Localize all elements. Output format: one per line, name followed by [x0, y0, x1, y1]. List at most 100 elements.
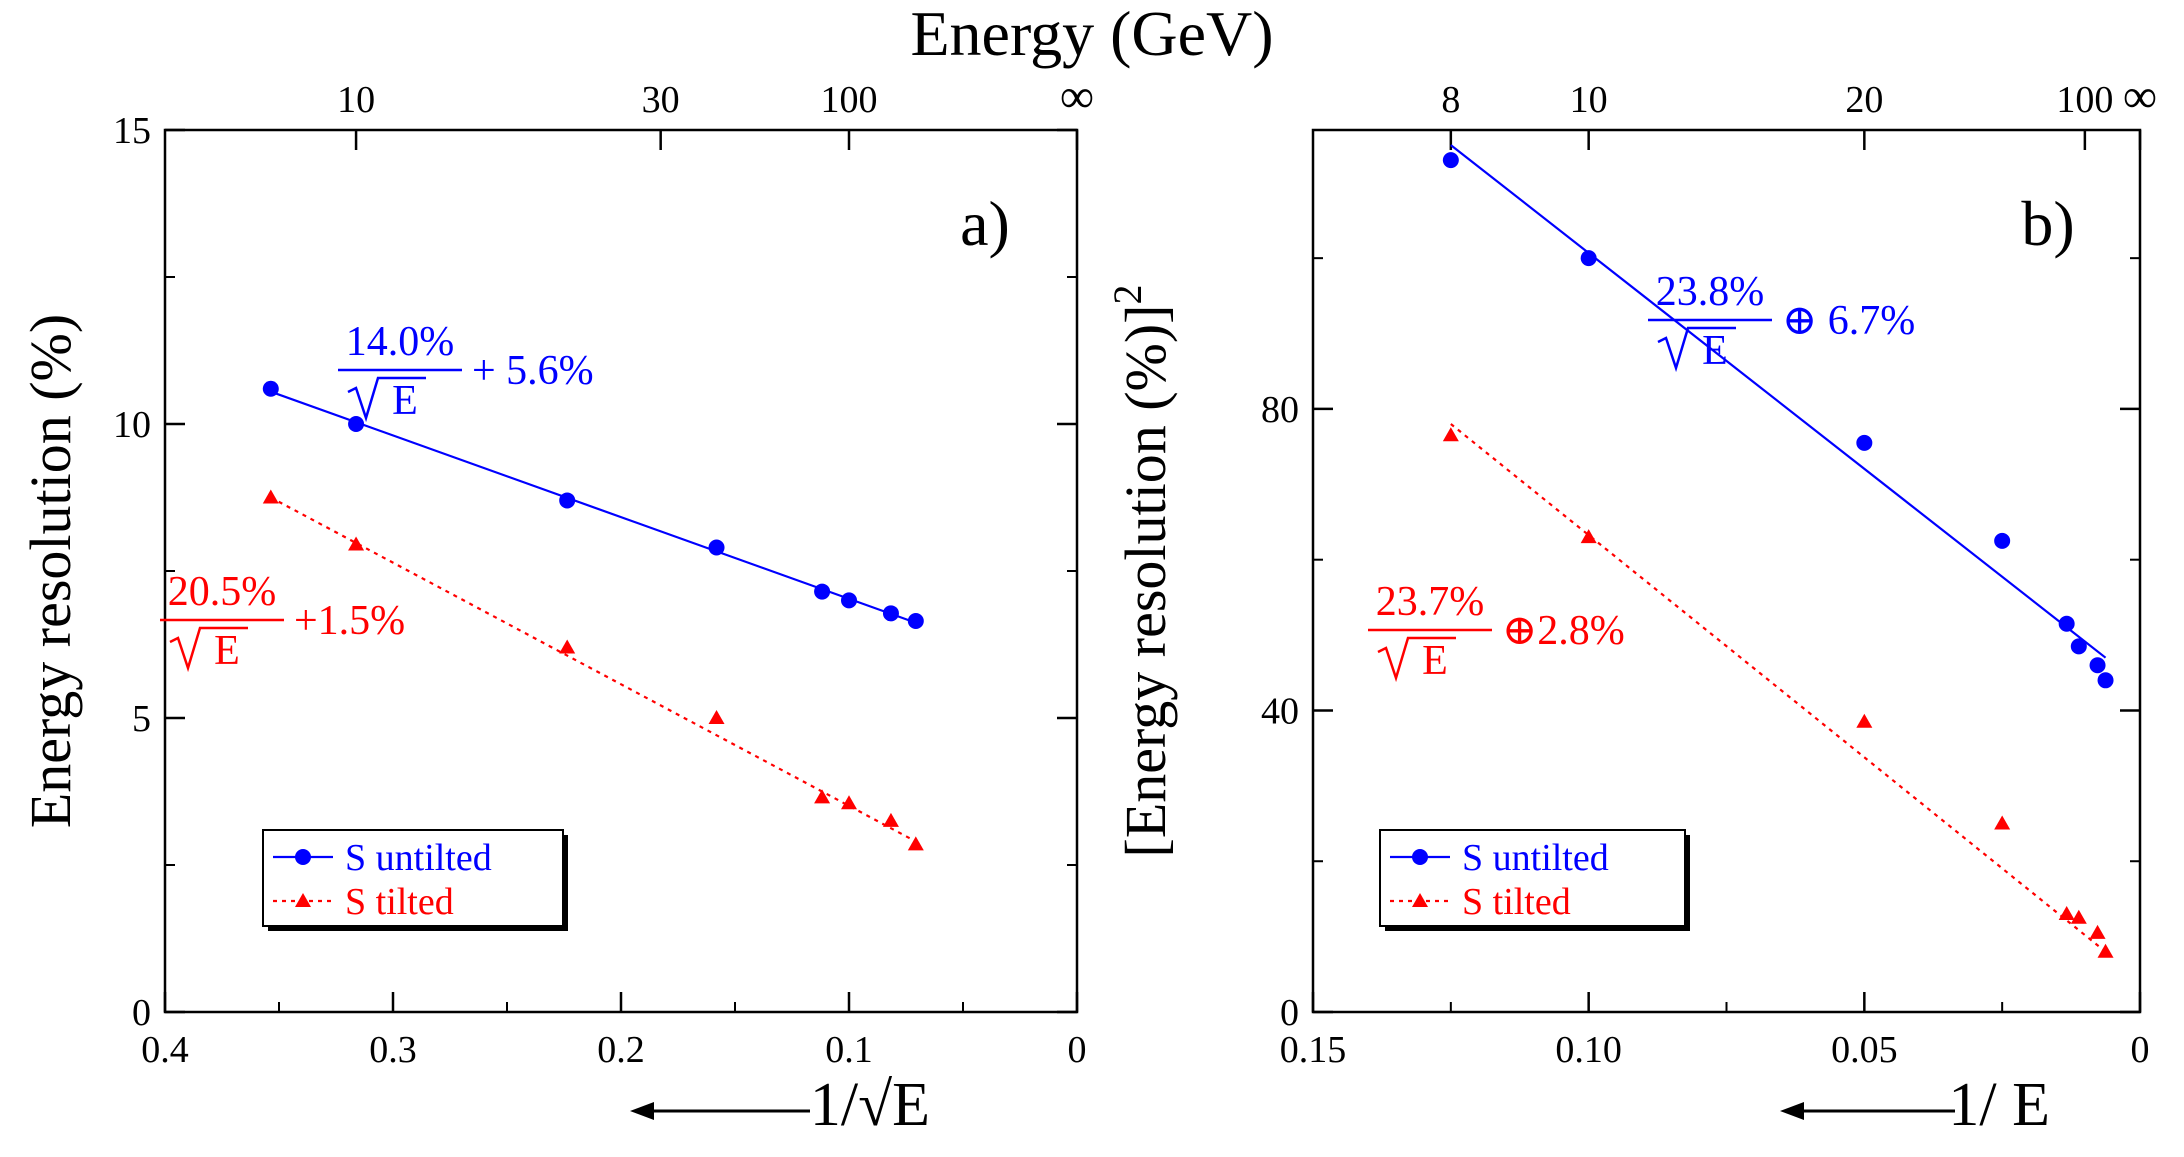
y-tick-label: 0 [1280, 992, 1299, 1034]
x-tick-label: 0.3 [369, 1029, 417, 1071]
legend-entry-label: S tilted [1462, 881, 1571, 923]
annotation-numerator: 23.7% [1376, 579, 1485, 625]
data-point-triangle [559, 639, 576, 654]
y-axis-label-text: Energy resolution (%) [18, 314, 83, 828]
annotation-denominator: E [1702, 328, 1728, 374]
data-point-circle [2089, 657, 2106, 674]
x-tick-label: 0.4 [141, 1029, 189, 1071]
data-point-triangle [2097, 943, 2114, 958]
fit-line [1450, 144, 2107, 659]
fit-annotation: 23.7% E ⊕2.8% [1368, 579, 1625, 684]
annotation-denominator: E [392, 378, 418, 424]
data-point-circle [2097, 672, 2114, 689]
x-tick-label: 0.10 [1555, 1029, 1622, 1071]
data-point-circle [348, 416, 365, 432]
x-tick-label: 0.05 [1831, 1029, 1898, 1071]
legend-box [1379, 829, 1686, 927]
panel-b-chart: 0.15 0.10 0.05 0 8 10 20 100 ∞ 0 40 80 [Energy resol… [1105, 70, 2157, 1139]
top-energy-tick-label: 10 [337, 79, 375, 121]
series-tilted [262, 489, 924, 851]
annotation-suffix: + 5.6% [472, 348, 594, 394]
data-point-circle [2058, 615, 2075, 632]
data-point-triangle [1442, 427, 1459, 442]
data-point-circle [1856, 434, 1873, 451]
y-tick-label: 15 [113, 110, 151, 152]
x-tick-label: 0.15 [1280, 1029, 1347, 1071]
data-point-circle [1580, 250, 1597, 267]
legend-entry-label: S untilted [1462, 837, 1609, 879]
y-axis-label-superscript: 2 [1105, 285, 1150, 305]
fit-line [270, 390, 917, 624]
top-energy-tick-label: 100 [821, 79, 878, 121]
x-tick-label: 0.1 [825, 1029, 873, 1071]
sqrt-symbol-icon [169, 626, 248, 673]
annotation-suffix: ⊕2.8% [1502, 608, 1625, 654]
data-point-triangle [841, 795, 857, 810]
x-axis-arrow-head [630, 1102, 654, 1120]
sqrt-symbol-icon [1377, 636, 1456, 683]
data-point-circle [814, 583, 831, 600]
data-point-circle [1442, 152, 1459, 169]
panel-label: b) [2021, 188, 2074, 259]
top-energy-tick-label: 10 [1570, 79, 1608, 121]
data-point-circle [262, 380, 279, 397]
sqrt-symbol-icon [1657, 326, 1736, 373]
panel-a-chart: 0.4 0.3 0.2 0.1 0 10 30 100 ∞ 0 5 10 15 Energy resolu… [18, 70, 1094, 1139]
fit-line [270, 496, 917, 843]
data-point-circle [907, 612, 924, 629]
x-tick-label: 0.2 [597, 1029, 645, 1071]
data-point-triangle [2089, 924, 2106, 939]
data-point-triangle [2058, 906, 2075, 920]
figure-title: Energy (GeV) [910, 0, 1273, 69]
legend-marker-triangle [295, 893, 311, 907]
legend-marker-triangle [1412, 893, 1428, 907]
legend-marker-circle [1412, 849, 1428, 865]
series-untilted [1442, 144, 2114, 689]
data-point-triangle [1994, 815, 2011, 830]
legend-entry-label: S untilted [345, 837, 492, 879]
top-energy-tick-label: ∞ [1060, 70, 1094, 123]
top-energy-tick-label: ∞ [2123, 70, 2157, 123]
y-axis-label: Energy resolution (%) [18, 314, 83, 828]
annotation-suffix: ⊕ 6.7% [1782, 298, 1915, 344]
fit-annotation: 14.0% E + 5.6% [338, 319, 594, 424]
fit-annotation: 20.5% E +1.5% [160, 569, 405, 674]
y-axis-label-text: [Energy resolution (%)] [1113, 305, 1178, 858]
x-axis-label: 1/ E [1948, 1071, 2050, 1139]
data-point-circle [559, 492, 576, 509]
legend-box [262, 829, 564, 927]
x-axis-label: 1/√E [810, 1071, 930, 1139]
data-point-triangle [882, 812, 899, 827]
data-point-triangle [262, 489, 279, 504]
data-point-triangle [348, 536, 365, 551]
data-point-triangle [2070, 909, 2087, 924]
top-energy-tick-label: 8 [1441, 79, 1460, 121]
top-energy-tick-label: 30 [642, 79, 680, 121]
annotation-suffix: +1.5% [294, 598, 405, 644]
data-point-triangle [708, 710, 725, 724]
data-point-circle [882, 605, 899, 622]
panel-label: a) [960, 188, 1010, 259]
legend-marker-circle [295, 849, 311, 865]
data-point-circle [1994, 532, 2011, 549]
y-tick-label: 0 [132, 992, 151, 1034]
data-point-circle [841, 592, 857, 609]
data-point-triangle [1856, 713, 1873, 728]
annotation-denominator: E [1422, 638, 1448, 684]
y-tick-label: 80 [1261, 389, 1299, 431]
annotation-denominator: E [214, 628, 240, 674]
x-tick-label: 0 [2131, 1029, 2150, 1071]
y-tick-label: 10 [113, 404, 151, 446]
y-axis-label: [Energy resolution (%)]2 [1105, 285, 1178, 858]
top-energy-tick-label: 20 [1845, 79, 1883, 121]
fit-annotation: 23.8% E ⊕ 6.7% [1648, 269, 1915, 374]
data-point-triangle [1580, 529, 1597, 544]
y-tick-label: 40 [1261, 690, 1299, 732]
legend-entry-label: S tilted [345, 881, 454, 923]
data-point-circle [708, 539, 725, 556]
series-untilted [262, 380, 924, 629]
